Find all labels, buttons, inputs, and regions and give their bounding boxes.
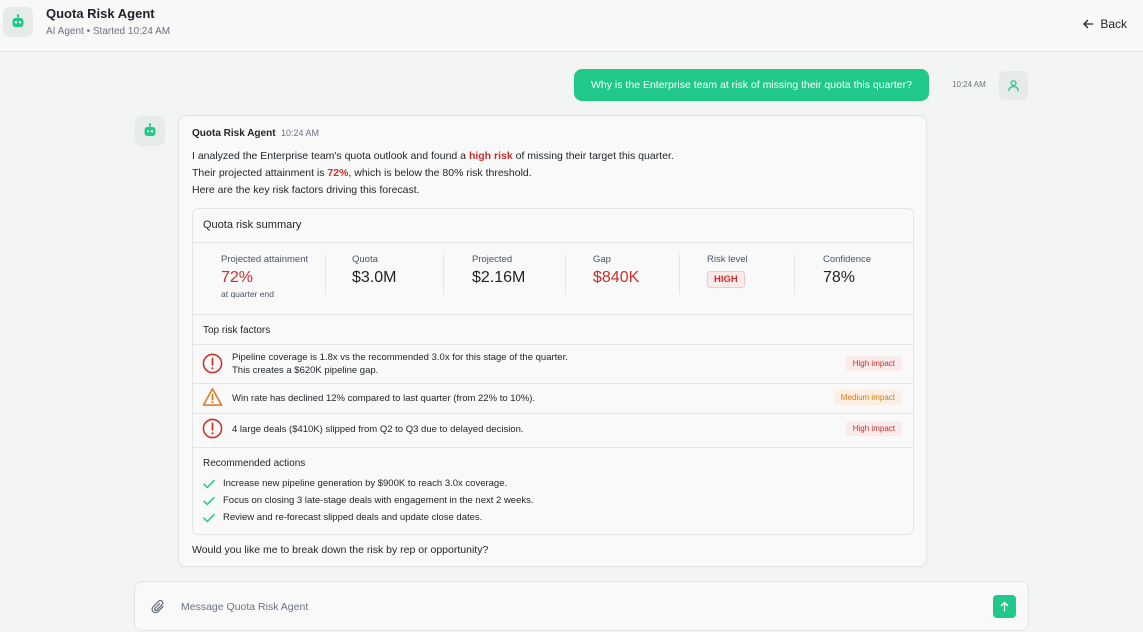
alert-circle-icon <box>202 353 223 374</box>
agent-message-time: 10:24 AM <box>281 128 320 138</box>
user-icon <box>1008 80 1019 92</box>
arrow-up-icon <box>1000 601 1009 612</box>
check-icon <box>203 513 215 522</box>
message-composer <box>134 581 1029 631</box>
impact-badge: Medium impact <box>833 390 902 405</box>
action-text: Increase new pipeline generation by $900… <box>223 478 508 489</box>
attach-button[interactable] <box>151 599 165 620</box>
divider <box>325 254 326 294</box>
attainment-highlight: 72% <box>327 167 349 179</box>
robot-icon <box>144 123 156 136</box>
app-header: Quota Risk Agent AI Agent • Started 10:2… <box>0 0 1143 52</box>
intro-line-1: I analyzed the Enterprise team's quota o… <box>192 150 674 162</box>
user-avatar <box>999 71 1028 100</box>
risk-factor-text: 4 large deals ($410K) slipped from Q2 to… <box>232 424 524 435</box>
agent-name: Quota Risk Agent <box>192 128 276 139</box>
recommended-actions-title: Recommended actions <box>203 458 306 469</box>
agent-closing-question: Would you like me to break down the risk… <box>192 544 489 556</box>
back-label: Back <box>1100 17 1127 31</box>
warning-triangle-icon <box>202 388 223 406</box>
agent-message-card: Quota Risk Agent 10:24 AM I analyzed the… <box>178 115 927 567</box>
action-item: Focus on closing 3 late-stage deals with… <box>203 495 534 506</box>
metric-risk-level: Risk level HIGH <box>707 254 748 288</box>
risk-factor-row: Win rate has declined 12% compared to la… <box>193 384 913 413</box>
metric-value: $840K <box>593 269 640 286</box>
user-message-bubble: Why is the Enterprise team at risk of mi… <box>574 69 929 101</box>
intro-line-3: Here are the key risk factors driving th… <box>192 184 420 196</box>
metric-confidence: Confidence 78% <box>823 254 872 286</box>
action-item: Increase new pipeline generation by $900… <box>203 478 507 489</box>
page-subtitle: AI Agent • Started 10:24 AM <box>46 26 171 37</box>
back-button[interactable]: Back <box>1082 17 1127 31</box>
check-icon <box>203 479 215 488</box>
divider <box>193 383 913 384</box>
risk-factor-text: This creates a $620K pipeline gap. <box>232 365 379 376</box>
metric-value: 78% <box>823 269 856 286</box>
user-message-time: 10:24 AM <box>952 80 986 89</box>
paperclip-icon <box>151 599 164 614</box>
robot-icon <box>12 14 24 27</box>
metric-value: $3.0M <box>352 269 397 286</box>
metric-value: $2.16M <box>472 269 526 286</box>
impact-badge: High impact <box>845 421 902 436</box>
quota-risk-summary: Quota risk summary Projected attainment … <box>192 208 914 535</box>
check-icon <box>203 496 215 505</box>
risk-factor-text: Pipeline coverage is 1.8x vs the recomme… <box>232 352 568 363</box>
arrow-left-icon <box>1083 19 1094 29</box>
action-text: Review and re-forecast slipped deals and… <box>223 512 483 523</box>
risk-factor-text: Win rate has declined 12% compared to la… <box>232 393 536 404</box>
summary-title: Quota risk summary <box>203 219 302 231</box>
action-text: Focus on closing 3 late-stage deals with… <box>223 495 534 506</box>
divider <box>679 254 680 294</box>
divider <box>794 254 795 294</box>
divider <box>443 254 444 294</box>
risk-factor-row: Pipeline coverage is 1.8x vs the recomme… <box>193 345 913 383</box>
divider <box>193 242 913 243</box>
metric-quota: Quota $3.0M <box>352 254 397 286</box>
metric-projected: Projected $2.16M <box>472 254 526 286</box>
divider <box>193 314 913 315</box>
intro-line-2: Their projected attainment is 72%, which… <box>192 167 532 179</box>
agent-avatar <box>3 7 33 37</box>
agent-intro: I analyzed the Enterprise team's quota o… <box>192 148 674 199</box>
impact-badge: High impact <box>845 356 902 371</box>
risk-level-badge: HIGH <box>707 271 745 288</box>
risk-factor-row: 4 large deals ($410K) slipped from Q2 to… <box>193 414 913 446</box>
message-input[interactable] <box>181 594 961 620</box>
divider <box>193 447 913 448</box>
divider <box>193 413 913 414</box>
action-item: Review and re-forecast slipped deals and… <box>203 512 482 523</box>
risk-factors-title: Top risk factors <box>203 325 271 336</box>
risk-highlight: high risk <box>468 150 513 162</box>
metric-gap: Gap $840K <box>593 254 640 286</box>
metric-value: 72% <box>221 269 254 286</box>
agent-message-avatar <box>135 116 165 146</box>
divider <box>193 344 913 345</box>
metric-projected-attainment: Projected attainment 72% at quarter end <box>221 254 309 299</box>
user-message-text: Why is the Enterprise team at risk of mi… <box>591 79 912 91</box>
send-button[interactable] <box>993 595 1016 618</box>
divider <box>565 254 566 294</box>
alert-circle-icon <box>202 418 223 439</box>
page-title: Quota Risk Agent <box>46 6 155 21</box>
